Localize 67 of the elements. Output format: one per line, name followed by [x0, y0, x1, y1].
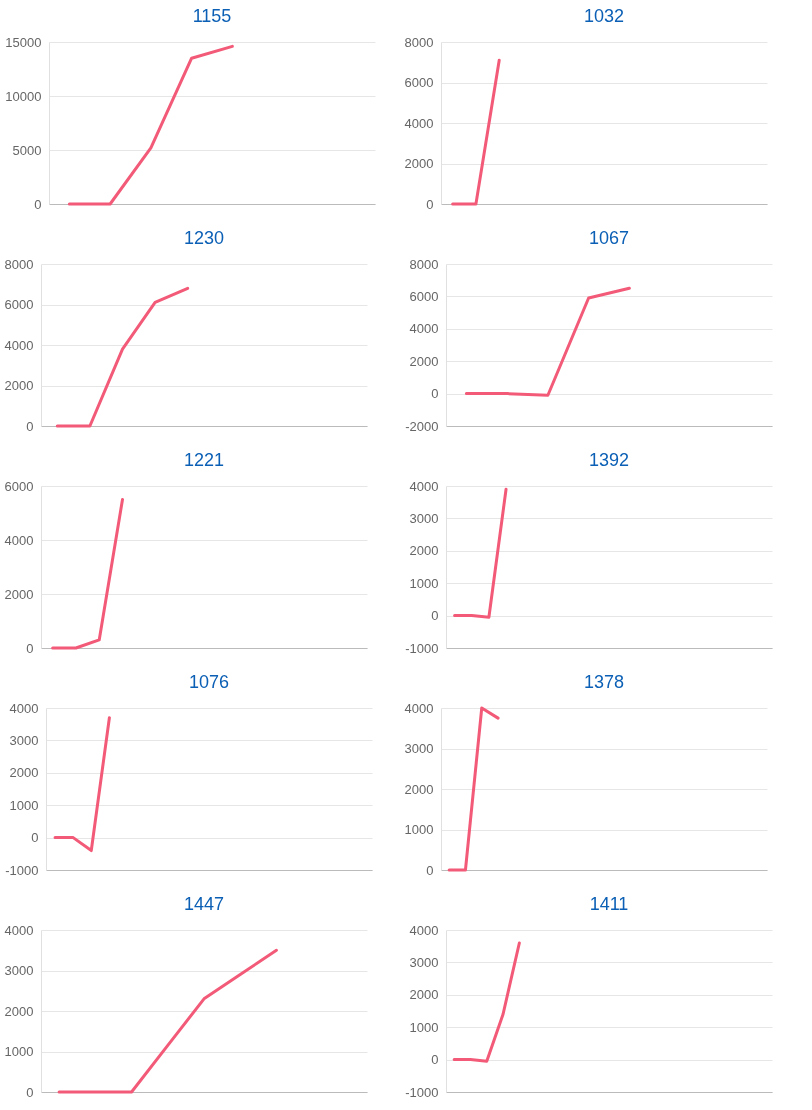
y-tick-label: 1000 — [409, 575, 439, 591]
chart-title: 1032 — [583, 6, 625, 26]
y-tick-label: 3000 — [404, 741, 434, 756]
chart-title: 1447 — [183, 894, 225, 914]
y-tick-label: 2000 — [409, 353, 439, 369]
y-tick-label: 3000 — [409, 954, 439, 970]
line-series — [452, 941, 521, 1063]
y-tick-label: 2000 — [4, 378, 34, 393]
y-tick-label: 6000 — [409, 288, 439, 304]
line-series — [464, 286, 631, 397]
y-tick-label: 0 — [34, 196, 42, 212]
y-tick-label: 4000 — [409, 922, 439, 938]
y-tick-label: 4000 — [409, 321, 439, 337]
y-tick-label: 2000 — [9, 765, 39, 781]
y-tick-label: 6000 — [4, 297, 34, 312]
chart-title: 1378 — [583, 672, 625, 692]
chart-title: 1067 — [588, 228, 630, 248]
chart-title: 1411 — [589, 894, 629, 914]
y-tick-label: 2000 — [409, 543, 439, 559]
y-tick-label: 0 — [431, 386, 439, 402]
y-tick-label: 10000 — [5, 88, 42, 104]
y-tick-label: 3000 — [4, 963, 34, 978]
y-tick-label: 5000 — [12, 142, 42, 158]
chart-title: 1230 — [183, 228, 225, 248]
y-tick-label: 3000 — [409, 510, 439, 526]
y-tick-label: 0 — [426, 862, 434, 878]
chart-title: 1221 — [183, 450, 225, 470]
line-series — [57, 948, 278, 1094]
y-tick-label: 2000 — [404, 156, 434, 171]
y-tick-label: 4000 — [404, 700, 434, 716]
y-tick-label: 4000 — [9, 700, 39, 716]
y-tick-label: 0 — [26, 1084, 34, 1100]
y-tick-label: 0 — [431, 608, 439, 624]
y-tick-label: 2000 — [409, 987, 439, 1003]
y-tick-label: 2000 — [4, 1003, 34, 1019]
y-tick-label: 6000 — [404, 75, 434, 90]
y-tick-label: 4000 — [4, 337, 34, 353]
chart-title: 1392 — [588, 450, 630, 470]
y-tick-label: 1000 — [9, 797, 39, 813]
line-series — [55, 286, 190, 428]
y-tick-label: -2000 — [405, 418, 439, 434]
y-tick-label: -1000 — [5, 862, 39, 878]
y-tick-label: 0 — [426, 196, 434, 212]
y-tick-label: 2000 — [4, 586, 34, 602]
y-tick-label: -1000 — [405, 640, 439, 656]
chart-title: 1155 — [192, 6, 232, 26]
y-tick-label: 0 — [26, 640, 34, 656]
y-tick-label: 1000 — [409, 1019, 439, 1035]
y-tick-label: 4000 — [404, 115, 434, 131]
y-tick-label: 0 — [31, 830, 39, 846]
line-series — [67, 44, 234, 206]
y-tick-label: 6000 — [4, 478, 34, 494]
y-tick-label: 2000 — [404, 781, 434, 797]
y-tick-label: 15000 — [5, 34, 42, 50]
y-tick-label: 4000 — [4, 532, 34, 548]
y-tick-label: 8000 — [409, 256, 439, 272]
y-tick-label: 4000 — [4, 922, 34, 938]
y-tick-label: 4000 — [409, 478, 439, 494]
y-tick-label: 0 — [26, 418, 34, 434]
y-tick-label: 1000 — [4, 1044, 34, 1059]
y-tick-label: 3000 — [9, 732, 39, 748]
chart-title: 1076 — [188, 672, 230, 692]
y-tick-label: 8000 — [404, 34, 434, 50]
y-tick-label: 1000 — [404, 822, 434, 837]
y-tick-label: -1000 — [405, 1084, 439, 1100]
y-tick-label: 8000 — [4, 256, 34, 272]
y-tick-label: 0 — [431, 1052, 439, 1068]
